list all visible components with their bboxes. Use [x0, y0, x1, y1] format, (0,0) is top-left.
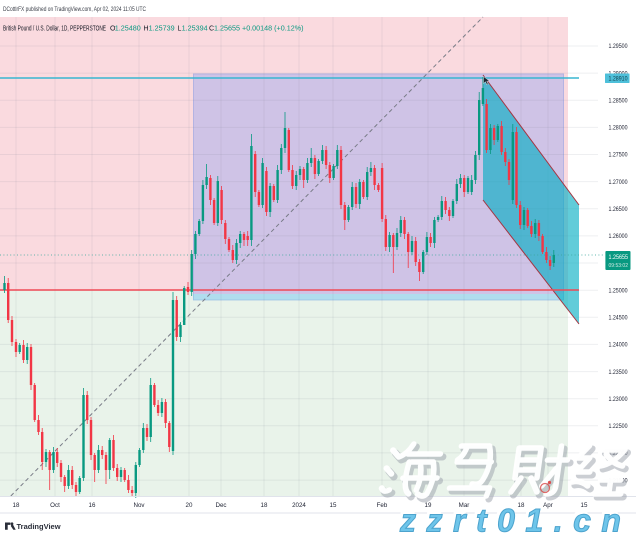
svg-text:1.22500: 1.22500: [609, 423, 628, 430]
svg-text:1.25480: 1.25480: [115, 26, 141, 33]
svg-text:DCottlrFX published on Trading: DCottlrFX published on TradingView.com, …: [3, 6, 146, 13]
svg-text:16: 16: [89, 502, 96, 509]
svg-text:+0.00148 (+0.12%): +0.00148 (+0.12%): [242, 26, 304, 33]
svg-text:1.24500: 1.24500: [609, 315, 628, 322]
svg-text:L: L: [178, 26, 182, 33]
svg-text:2024: 2024: [292, 502, 306, 509]
svg-text:zzrt01.cn: zzrt01.cn: [399, 503, 631, 538]
svg-text:15: 15: [330, 502, 337, 509]
svg-text:Dec: Dec: [215, 502, 226, 509]
svg-text:1.27000: 1.27000: [609, 179, 628, 186]
svg-text:1.26500: 1.26500: [609, 206, 628, 213]
svg-text:15: 15: [581, 502, 588, 509]
svg-text:1.27500: 1.27500: [609, 152, 628, 159]
svg-text:Feb: Feb: [377, 502, 388, 509]
svg-text:1.25394: 1.25394: [182, 26, 208, 33]
svg-text:1.28000: 1.28000: [609, 125, 628, 132]
svg-text:TradingView: TradingView: [17, 522, 61, 531]
svg-text:1.23500: 1.23500: [609, 369, 628, 376]
svg-text:1.28910: 1.28910: [609, 76, 628, 83]
svg-text:H: H: [144, 26, 149, 33]
svg-text:20: 20: [186, 502, 193, 509]
svg-text:1.29500: 1.29500: [609, 43, 628, 50]
svg-text:C: C: [209, 26, 214, 33]
svg-text:1.26000: 1.26000: [609, 233, 628, 240]
svg-text:Nov: Nov: [133, 502, 145, 509]
svg-text:British Pound / U.S. Dollar, 1: British Pound / U.S. Dollar, 1D, PEPPERS…: [3, 26, 106, 33]
svg-text:1.28500: 1.28500: [609, 98, 628, 105]
svg-text:09:53:02: 09:53:02: [609, 263, 629, 269]
svg-text:18: 18: [518, 502, 525, 509]
svg-text:Mar: Mar: [459, 502, 470, 509]
svg-text:zzrt01.cn: zzrt01.cn: [397, 500, 629, 536]
svg-text:18: 18: [261, 502, 268, 509]
svg-text:1.25739: 1.25739: [149, 26, 175, 33]
svg-text:Oct: Oct: [50, 502, 60, 509]
svg-text:19: 19: [425, 502, 432, 509]
svg-text:1.24000: 1.24000: [609, 342, 628, 349]
svg-text:18: 18: [13, 502, 20, 509]
svg-text:1.25000: 1.25000: [609, 287, 628, 294]
svg-text:1.25655: 1.25655: [214, 26, 240, 33]
svg-text:Apr: Apr: [543, 502, 553, 509]
svg-text:O: O: [110, 26, 116, 33]
svg-text:1.25655: 1.25655: [609, 254, 629, 261]
svg-text:1.23000: 1.23000: [609, 396, 628, 403]
